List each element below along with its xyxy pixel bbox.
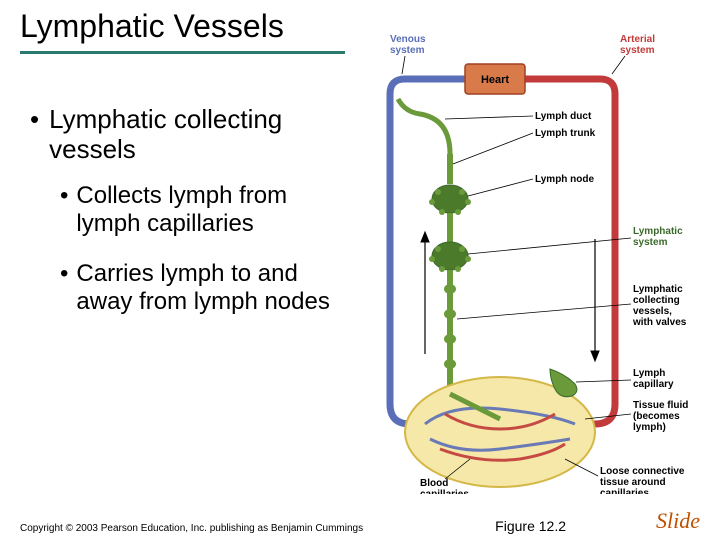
lymph-duct-label: Lymph duct [535,111,592,122]
slide-label: Slide [656,508,700,534]
content-area: • Lymphatic collecting vessels • Collect… [0,54,720,464]
lymph-cap-label2: capillary [633,379,674,390]
arterial-label: Arterial [620,34,655,45]
flow-arrow-down [591,239,599,361]
loose-ct-label3: capillaries [600,488,649,494]
text-column: • Lymphatic collecting vessels • Collect… [30,74,350,464]
lymph-node-bottom [429,242,471,272]
lymphatic-system-label: Lymphatic [633,226,683,237]
lymph-duct [398,99,450,154]
bullet-dot: • [30,104,39,164]
figure-reference: Figure 12.2 [495,518,566,534]
diagram-svg: Heart [350,24,710,494]
collecting-label2: collecting [633,295,680,306]
lymphatic-system-label2: system [633,237,668,248]
lymphatic-diagram: Heart [350,24,710,464]
bullet-text: Collects lymph from lymph capillaries [76,182,350,238]
tissue-fluid-label2: (becomes [633,411,680,422]
collecting-vessels [444,270,456,394]
blood-cap-label1: Blood [420,478,448,489]
tissue-fluid-label3: lymph) [633,422,666,433]
lymph-trunk-label: Lymph trunk [535,128,596,139]
bullet-text: Lymphatic collecting vessels [49,104,350,164]
collecting-label3: vessels, [633,306,672,317]
tissue-fluid-label1: Tissue fluid [633,400,688,411]
collecting-label1: Lymphatic [633,284,683,295]
bullet-level-2: • Carries lymph to and away from lymph n… [60,260,350,316]
lymph-node-top [429,185,471,215]
heart-label: Heart [481,74,509,86]
loose-ct-label1: Loose connective [600,466,685,477]
venous-label2: system [390,45,425,56]
loose-ct-label2: tissue around [600,477,666,488]
footer: Copyright © 2003 Pearson Education, Inc.… [0,508,720,534]
copyright-text: Copyright © 2003 Pearson Education, Inc.… [20,523,495,534]
arterial-label2: system [620,45,655,56]
collecting-label4: with valves [632,317,687,328]
bullet-dot: • [60,260,68,316]
lymph-node-label: Lymph node [535,174,595,185]
bullet-level-2: • Collects lymph from lymph capillaries [60,182,350,238]
lymph-cap-label1: Lymph [633,368,665,379]
blood-cap-label2: capillaries [420,489,469,494]
bullet-text: Carries lymph to and away from lymph nod… [76,260,350,316]
venous-label: Venous [390,34,426,45]
bullet-level-1: • Lymphatic collecting vessels [30,104,350,164]
bullet-dot: • [60,182,68,238]
flow-arrow-up [421,232,429,354]
